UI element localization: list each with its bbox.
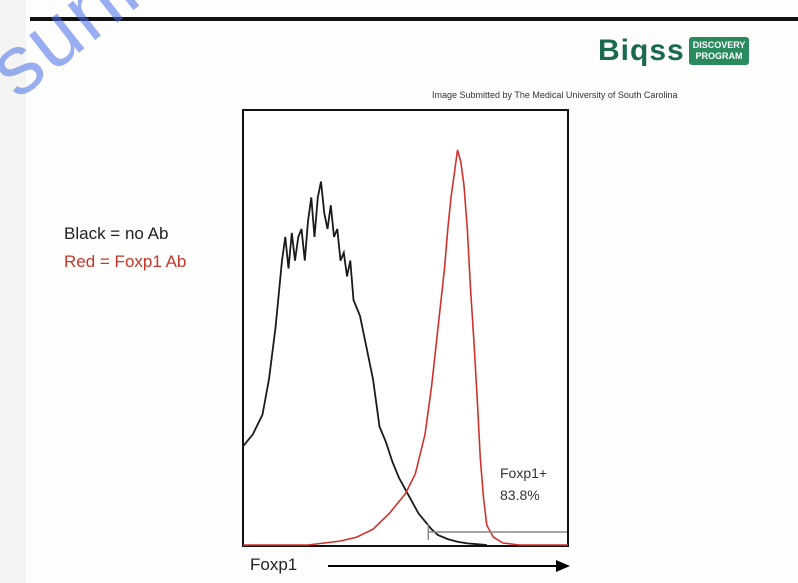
top-rule <box>30 17 798 21</box>
series-line-foxp1-ab <box>243 149 568 546</box>
logo-badge-top: DISCOVERY <box>692 40 746 50</box>
image-credit: Image Submitted by The Medical Universit… <box>432 90 678 100</box>
chart-legend: Black = no Ab Red = Foxp1 Ab <box>64 220 186 276</box>
logo-badge-bottom: PROGRAM <box>695 51 743 61</box>
gate-label: Foxp1+ <box>500 465 547 481</box>
logo-badge: DISCOVERY PROGRAM <box>688 37 750 65</box>
plot-frame <box>242 109 569 547</box>
legend-red: Red = Foxp1 Ab <box>64 252 187 271</box>
x-axis-arrowhead <box>556 560 570 572</box>
series-line-no-ab <box>242 181 487 546</box>
gate-value: 83.8% <box>500 487 540 503</box>
company-logo: Biqss DISCOVERY PROGRAM <box>598 32 750 70</box>
logo-text: Biqss <box>598 34 685 67</box>
x-axis-label: Foxp1 <box>250 555 298 574</box>
legend-black: Black = no Ab <box>64 224 169 243</box>
